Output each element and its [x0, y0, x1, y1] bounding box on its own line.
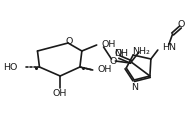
Text: NH₂: NH₂ — [132, 46, 150, 55]
Text: OH: OH — [102, 39, 116, 48]
Text: HN: HN — [162, 42, 176, 51]
Text: O: O — [178, 19, 185, 28]
Text: O: O — [110, 57, 117, 66]
Text: O: O — [65, 36, 73, 45]
Text: OH: OH — [53, 89, 67, 98]
Text: O: O — [115, 48, 122, 57]
Text: NH: NH — [114, 49, 128, 58]
Text: OH: OH — [98, 64, 112, 73]
Text: N: N — [132, 82, 139, 91]
Text: HO: HO — [3, 62, 18, 71]
